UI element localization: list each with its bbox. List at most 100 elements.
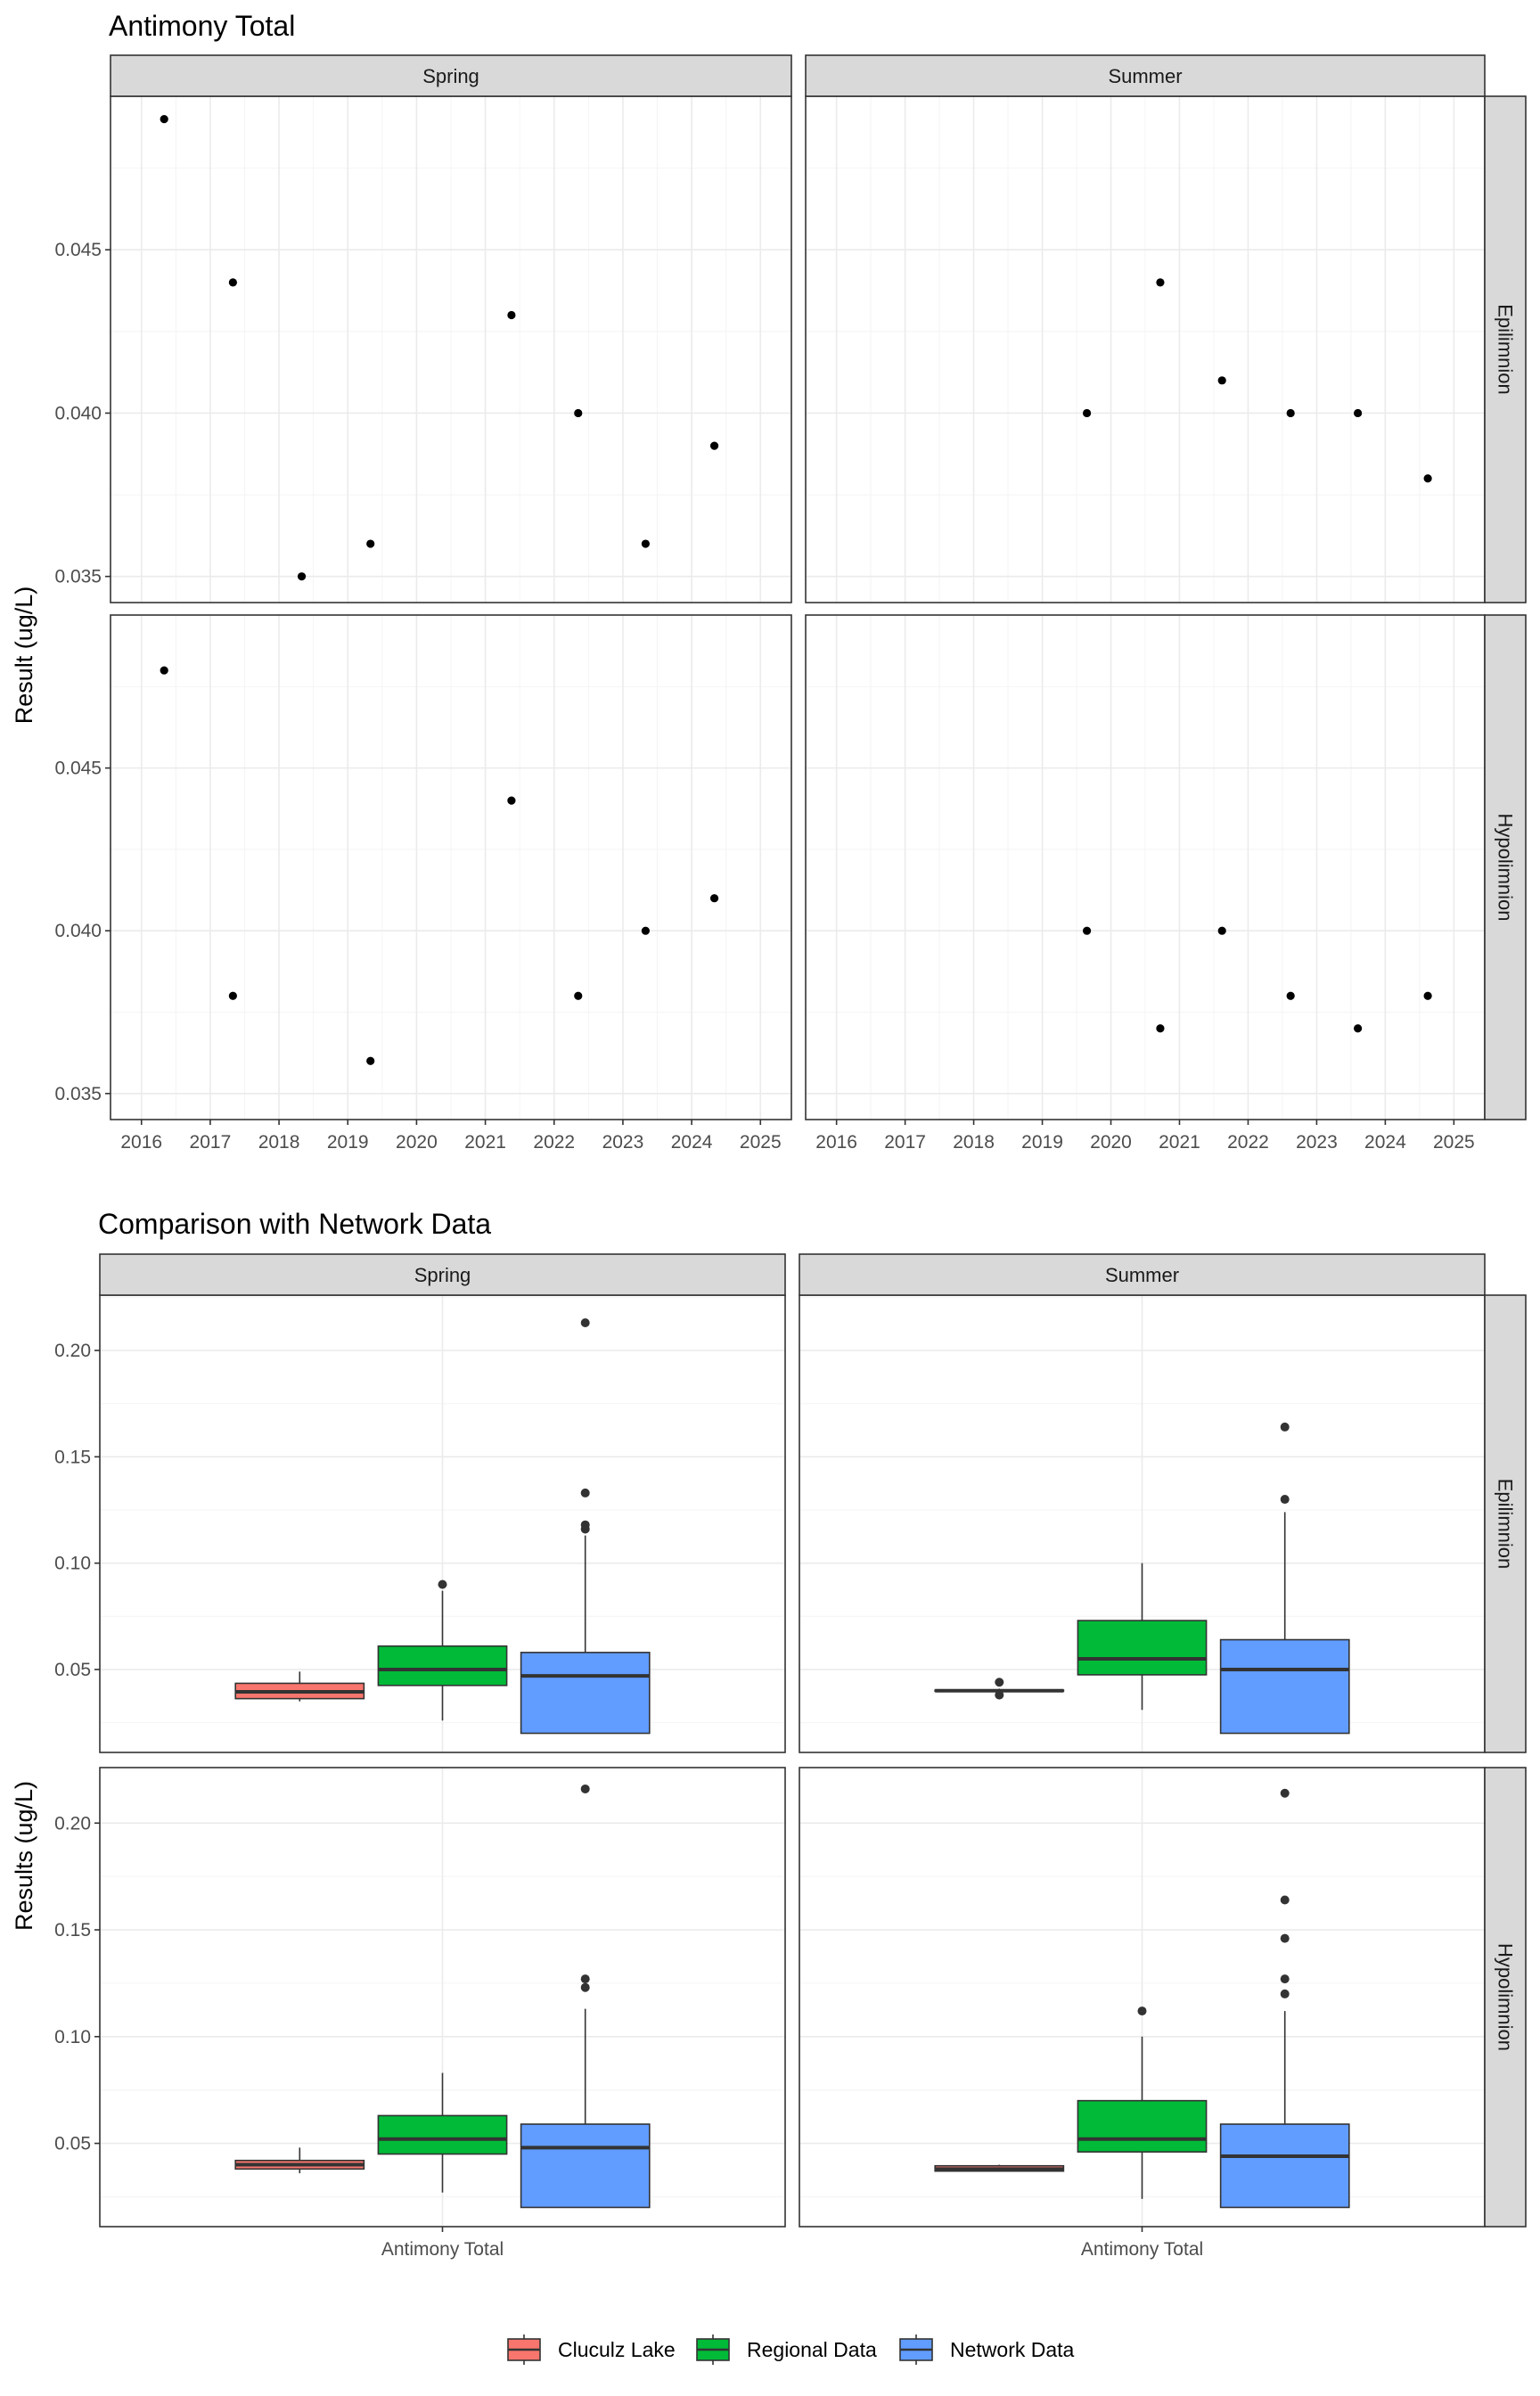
- outlier-point: [1280, 1895, 1290, 1905]
- outlier-point: [1280, 1788, 1290, 1798]
- outlier-point: [1280, 1933, 1290, 1943]
- box-cluculz-lake: [934, 2164, 1065, 2172]
- boxplot-y-axis-title: Results (ug/L): [11, 1781, 37, 1931]
- scatter-panel-summer-hypolimnion: [805, 614, 1486, 1120]
- box-panel-spring-epilimnion: [99, 1294, 786, 1753]
- x-tick-label: 2016: [815, 1132, 857, 1153]
- legend-label: Network Data: [950, 2338, 1075, 2361]
- x-tick-label: Antimony Total: [381, 2239, 504, 2260]
- data-point: [1354, 1024, 1363, 1033]
- data-point: [574, 408, 583, 418]
- y-tick-label: 0.045: [54, 240, 102, 260]
- data-point: [1082, 408, 1092, 418]
- boxplot-panels: 0.05 0.10 0.15 0.20 0.05 0.10 0.15 0.20 Antimony…: [54, 1253, 1527, 2260]
- scatter-y-axis-title: Result (ug/L): [11, 587, 37, 725]
- box-body: [520, 2123, 651, 2209]
- scatter-chart-title: Antimony Total: [109, 10, 295, 42]
- x-tick-label: 2023: [1296, 1132, 1338, 1153]
- box-body: [1077, 2099, 1208, 2153]
- y-tick-label: 0.035: [54, 1084, 102, 1104]
- data-point: [297, 572, 307, 581]
- outlier-point: [438, 1580, 447, 1589]
- data-point: [1286, 408, 1295, 418]
- outlier-point: [580, 1784, 590, 1793]
- panel-border: [110, 614, 792, 1120]
- y-tick-label: 0.15: [54, 1920, 91, 1941]
- x-tick-label: 2018: [258, 1132, 300, 1153]
- box-body: [1219, 1638, 1350, 1735]
- outlier-point: [1280, 1495, 1290, 1505]
- x-tick-label: 2019: [1021, 1132, 1063, 1153]
- y-tick-label: 0.20: [54, 1341, 91, 1361]
- box-panel-summer-epilimnion: [799, 1294, 1486, 1753]
- outlier-point: [580, 1974, 590, 1984]
- box-body: [1077, 1620, 1208, 1676]
- box-regional-data: [1077, 1563, 1208, 1711]
- box-body: [377, 2114, 508, 2155]
- y-tick-label: 0.05: [54, 1660, 91, 1680]
- x-tick-label: 2024: [1364, 1132, 1406, 1153]
- scatter-column-strip-spring: [110, 54, 792, 97]
- outlier-point: [580, 1520, 590, 1530]
- box-regional-data: [377, 1580, 508, 1721]
- legend-entry-cluculz-lake: Cluculz Lake: [507, 2334, 676, 2365]
- box-body: [1219, 2123, 1350, 2209]
- box-row-strip-hypolimnion: [1484, 1767, 1527, 2228]
- legend: Cluculz Lake Regional Data Network Data: [507, 2334, 1075, 2365]
- scatter-column-strip-label: Summer: [1108, 65, 1182, 87]
- outlier-point: [1280, 1989, 1290, 1998]
- scatter-panel-summer-epilimnion: [805, 95, 1486, 603]
- data-point: [1423, 474, 1432, 483]
- data-point: [366, 1056, 375, 1065]
- x-tick-label: 2021: [1159, 1132, 1200, 1153]
- y-tick-label: 0.10: [54, 1554, 91, 1574]
- y-tick-label: 0.05: [54, 2134, 91, 2154]
- box-cluculz-lake: [934, 1678, 1065, 1700]
- outlier-point: [1137, 2006, 1147, 2016]
- box-network-data: [520, 1318, 651, 1735]
- x-tick-label: 2022: [1227, 1132, 1269, 1153]
- scatter-column-strip-summer: [805, 54, 1486, 97]
- legend-label: Cluculz Lake: [558, 2338, 676, 2361]
- data-point: [1217, 376, 1226, 385]
- legend-entry-regional-data: Regional Data: [696, 2334, 877, 2365]
- data-point: [1354, 408, 1363, 418]
- x-tick-label: 2018: [953, 1132, 995, 1153]
- y-tick-label: 0.20: [54, 1813, 91, 1834]
- box-column-strip-spring: [99, 1253, 786, 1296]
- outlier-point: [1280, 1974, 1290, 1984]
- x-tick-label: 2025: [740, 1132, 782, 1153]
- box-row-strip-label: Epilimnion: [1495, 1479, 1517, 1570]
- box-body: [520, 1652, 651, 1735]
- scatter-panel-spring-epilimnion: [110, 95, 792, 603]
- y-tick-label: 0.040: [54, 921, 102, 941]
- box-column-strip-summer: [799, 1253, 1486, 1296]
- outlier-point: [1280, 1422, 1290, 1432]
- data-point: [160, 115, 168, 124]
- data-point: [709, 441, 719, 450]
- x-tick-label: 2017: [190, 1132, 232, 1153]
- data-point: [641, 539, 650, 548]
- legend-label: Regional Data: [747, 2338, 877, 2361]
- outlier-point: [580, 1982, 590, 1992]
- y-tick-label: 0.045: [54, 759, 102, 779]
- box-row-strip-epilimnion: [1484, 1294, 1527, 1753]
- x-tick-label: Antimony Total: [1081, 2239, 1203, 2260]
- boxplot-chart-title: Comparison with Network Data: [98, 1208, 491, 1240]
- outlier-point: [995, 1678, 1004, 1687]
- box-cluculz-lake: [234, 2147, 365, 2174]
- scatter-column-strip-label: Spring: [422, 65, 479, 87]
- data-point: [366, 539, 375, 548]
- box-body: [377, 1645, 508, 1686]
- scatter-row-strip-epilimnion: [1484, 95, 1527, 603]
- x-tick-label: 2020: [1090, 1132, 1132, 1153]
- data-point: [1423, 991, 1432, 1000]
- data-point: [228, 278, 237, 287]
- box-column-strip-label: Spring: [414, 1264, 471, 1286]
- data-point: [1156, 278, 1165, 287]
- data-point: [1286, 991, 1295, 1000]
- scatter-row-strip-hypolimnion: [1484, 614, 1527, 1120]
- box-network-data: [1219, 1422, 1350, 1735]
- box-network-data: [1219, 1788, 1350, 2209]
- box-network-data: [520, 1784, 651, 2209]
